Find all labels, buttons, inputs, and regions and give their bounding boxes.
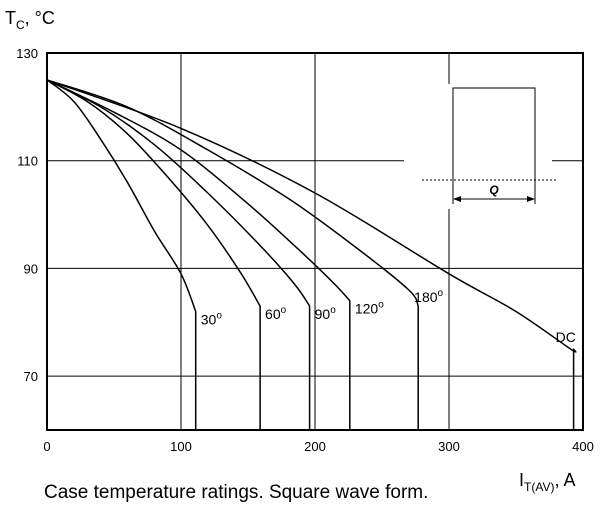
- x-axis-label: IT(AV), A: [519, 470, 575, 494]
- series-line-60: [46, 79, 261, 430]
- series-label-dc: DC: [556, 329, 576, 345]
- series-line-90: [46, 79, 311, 430]
- series-label-60: 60o: [265, 305, 287, 322]
- y-tick-label: 130: [16, 46, 38, 61]
- inset-q-label: Q: [489, 183, 499, 197]
- inset-arrowhead-right: [527, 196, 535, 202]
- curves: [46, 79, 577, 430]
- series-line-30: [46, 79, 197, 430]
- figure-caption: Case temperature ratings. Square wave fo…: [44, 482, 429, 503]
- series-line-120: [46, 79, 351, 430]
- y-tick-label: 90: [24, 261, 38, 276]
- x-tick-label: 300: [438, 439, 460, 454]
- y-axis-label: TC, °C: [5, 8, 55, 32]
- y-tick-label: 70: [24, 369, 38, 384]
- x-tick-label: 0: [43, 439, 50, 454]
- series-label-180: 180o: [414, 288, 443, 305]
- series-label-30: 30o: [201, 311, 223, 328]
- y-tick-label: 110: [17, 154, 38, 169]
- series-line-dc: [46, 79, 577, 430]
- x-tick-label: 400: [572, 439, 594, 454]
- inset-pulse: [452, 87, 536, 180]
- series-line-180: [46, 79, 419, 430]
- tick-labels: 0 100 200 300 400 130 110 90 70: [16, 46, 594, 454]
- series-label-90: 90o: [315, 305, 337, 322]
- x-tick-label: 100: [170, 439, 192, 454]
- inset-arrowhead-left: [453, 196, 461, 202]
- inset-waveform-diagram: Q: [404, 84, 556, 209]
- plot-frame: [46, 52, 584, 431]
- series-labels: 30o 60o 90o 120o 180o DC: [201, 288, 576, 345]
- series-label-120: 120o: [355, 300, 384, 317]
- x-tick-label: 200: [304, 439, 326, 454]
